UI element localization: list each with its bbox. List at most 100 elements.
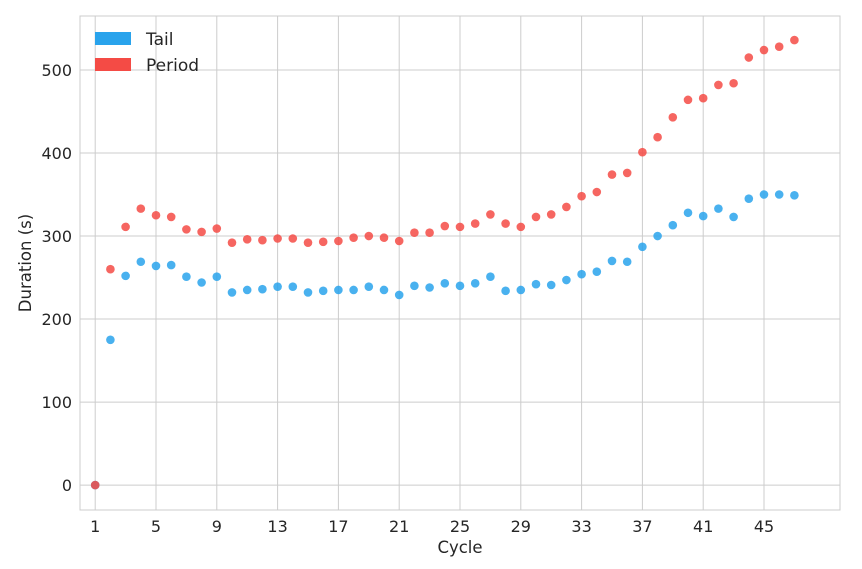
period-point — [90, 480, 100, 490]
period-point — [410, 228, 419, 237]
tail-point — [425, 283, 434, 292]
x-tick-label: 17 — [328, 517, 348, 536]
y-tick-label: 500 — [41, 61, 72, 80]
tail-point — [318, 286, 328, 296]
tail-point — [455, 281, 465, 291]
tail-point — [501, 286, 510, 296]
tail-point — [212, 272, 222, 281]
period-point — [729, 78, 738, 88]
tail-point — [379, 285, 389, 295]
period-point — [714, 80, 723, 90]
period-point — [638, 147, 647, 157]
tail-point — [136, 257, 146, 267]
tail-point — [759, 190, 769, 199]
tail-point — [698, 211, 708, 221]
tail-point — [546, 280, 556, 290]
tail-point — [440, 279, 450, 288]
period-point — [607, 170, 617, 179]
data-points — [90, 35, 799, 490]
period-point — [774, 42, 784, 52]
period-point — [440, 221, 450, 231]
period-point — [303, 238, 313, 247]
period-point — [197, 227, 206, 237]
tail-point — [744, 194, 754, 203]
tail-point — [486, 272, 495, 281]
tail-point — [166, 260, 176, 270]
x-tick-label: 5 — [151, 517, 161, 536]
x-tick-label: 25 — [450, 517, 470, 536]
period-point — [258, 235, 267, 245]
tail-point — [182, 272, 191, 281]
period-point — [790, 35, 799, 45]
plot-frame — [79, 15, 841, 511]
tail-point — [303, 288, 313, 297]
tail-point — [714, 204, 723, 213]
y-tick-labels: 0 100 200 300 400 500 — [41, 61, 72, 495]
legend-swatch-tail — [95, 32, 131, 45]
tail-point — [577, 269, 586, 279]
tail-point — [470, 279, 480, 288]
period-point — [501, 219, 510, 228]
tail-point — [729, 212, 738, 222]
x-tick-label: 41 — [693, 517, 713, 536]
period-point — [242, 235, 252, 244]
legend-label-tail: Tail — [145, 30, 173, 50]
x-tick-label: 13 — [267, 517, 287, 536]
tail-point — [622, 257, 632, 267]
tail-point — [516, 285, 526, 295]
period-point — [622, 168, 632, 178]
tail-point — [349, 285, 358, 295]
tail-point — [288, 282, 298, 291]
x-tick-label: 1 — [90, 517, 100, 536]
period-point — [394, 236, 404, 246]
y-axis-label: Duration (s) — [16, 214, 35, 312]
tail-point — [258, 284, 267, 294]
period-point — [531, 212, 541, 222]
legend-label-period: Period — [146, 56, 199, 76]
period-point — [151, 210, 161, 220]
period-point — [592, 187, 602, 197]
period-point — [668, 112, 678, 122]
x-tick-labels: 1 5 9 13 17 21 25 29 33 37 41 45 — [90, 517, 774, 536]
period-point — [212, 224, 222, 233]
period-point — [425, 228, 434, 237]
period-point — [349, 233, 358, 242]
tail-point — [121, 271, 130, 281]
period-point — [334, 236, 343, 246]
x-tick-label: 45 — [754, 517, 774, 536]
x-tick-label: 9 — [212, 517, 222, 536]
tail-point — [683, 208, 693, 218]
tail-point — [638, 242, 647, 252]
x-tick-label: 21 — [389, 517, 409, 536]
y-tick-label: 0 — [62, 476, 72, 495]
grid-lines — [80, 16, 840, 510]
tail-point — [562, 275, 571, 285]
period-point — [227, 238, 237, 247]
period-point — [288, 234, 298, 243]
tail-point — [790, 191, 799, 200]
legend: Tail Period — [95, 30, 199, 76]
tail-point — [106, 335, 115, 345]
period-point — [273, 234, 282, 243]
legend-swatch-period — [95, 58, 131, 71]
tail-point — [394, 290, 404, 300]
tail-point — [227, 288, 237, 297]
period-point — [364, 231, 374, 241]
period-point — [318, 237, 328, 247]
tail-point — [364, 282, 374, 291]
period-point — [182, 225, 191, 234]
x-tick-label: 33 — [571, 517, 591, 536]
period-point — [470, 219, 480, 228]
tail-point — [273, 282, 282, 291]
period-point — [683, 95, 693, 105]
period-point — [546, 210, 556, 219]
period-point — [562, 202, 571, 212]
tail-point — [197, 278, 206, 287]
period-point — [455, 222, 465, 232]
tail-point — [653, 231, 662, 241]
period-point — [744, 53, 754, 62]
x-axis-label: Cycle — [437, 538, 482, 557]
y-tick-label: 300 — [41, 227, 72, 246]
period-point — [121, 222, 130, 232]
